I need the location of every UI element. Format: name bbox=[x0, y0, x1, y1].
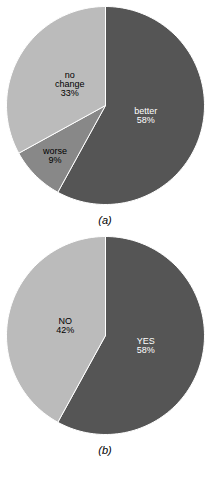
svg-text:better58%: better58% bbox=[134, 106, 157, 125]
svg-text:worse9%: worse9% bbox=[42, 146, 67, 165]
html-text:(a): (a) bbox=[98, 214, 112, 226]
svg-text:nochange33%: nochange33% bbox=[55, 70, 85, 98]
html-text:(b): (b) bbox=[98, 444, 112, 456]
svg-text:NO42%: NO42% bbox=[56, 316, 74, 335]
svg-text:YES58%: YES58% bbox=[137, 336, 155, 355]
